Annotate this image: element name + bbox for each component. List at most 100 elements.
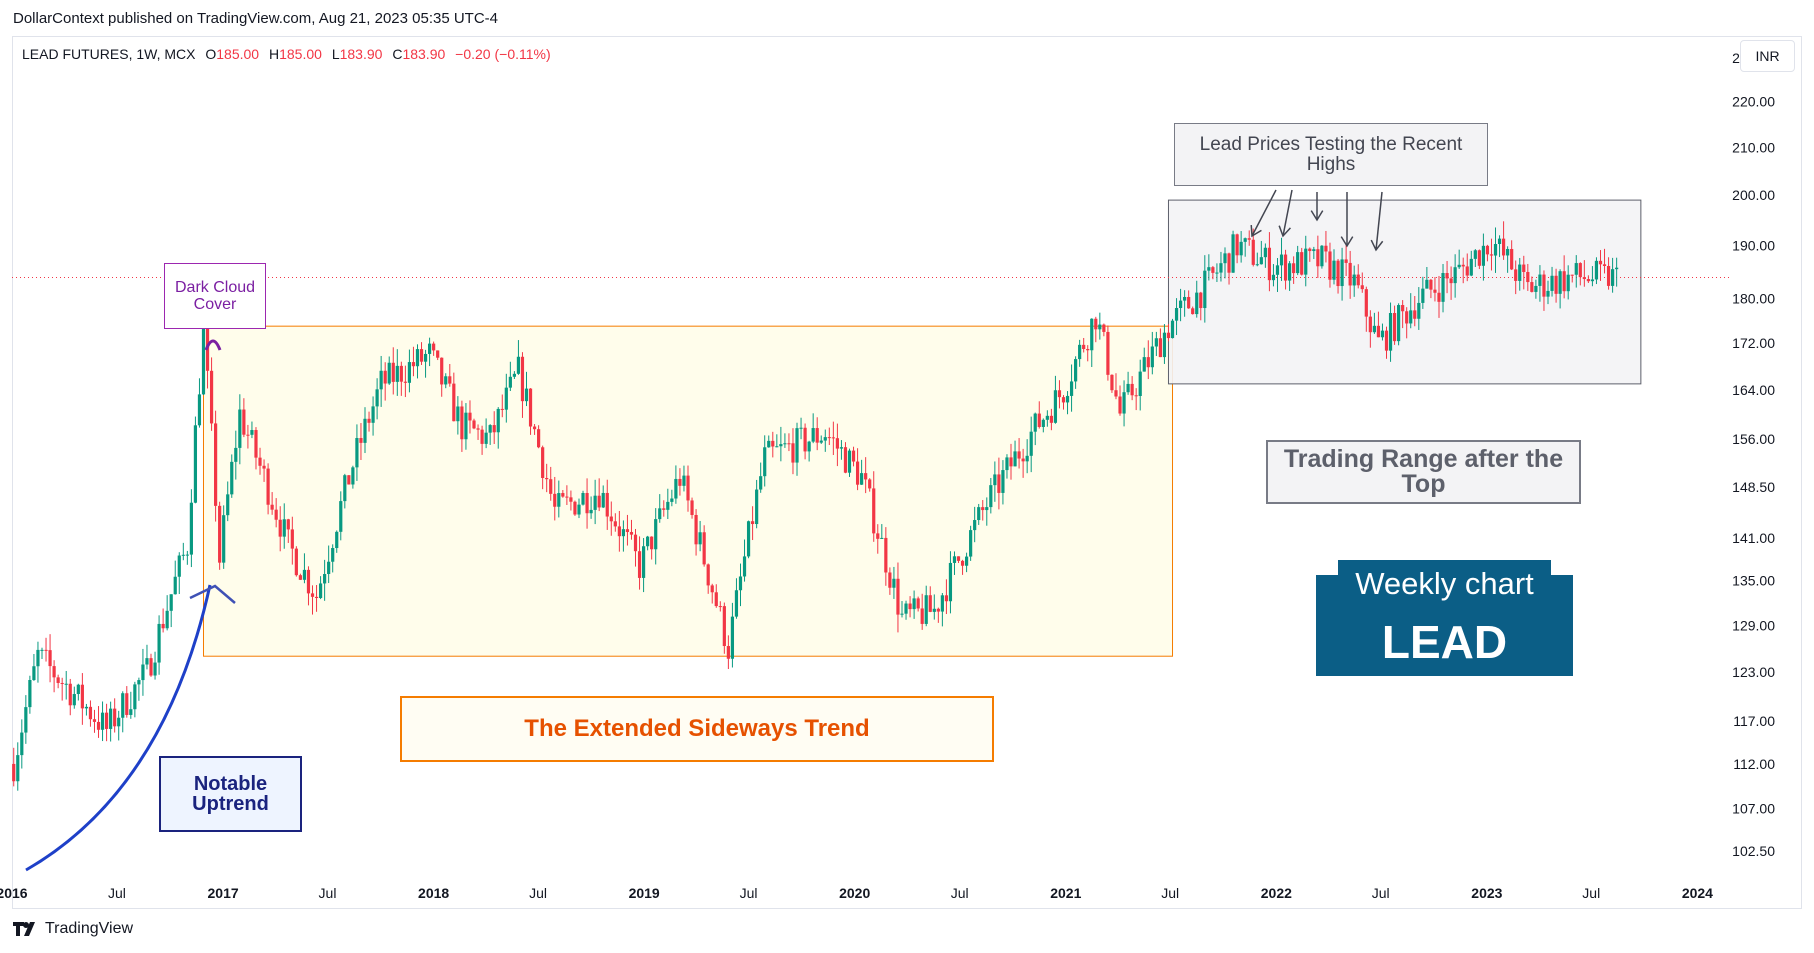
candle-body-114 (472, 420, 476, 429)
candle-body-312 (1271, 274, 1276, 281)
candle-body-178 (730, 616, 735, 659)
candle-body-75 (314, 596, 319, 599)
candle-body-29 (129, 709, 133, 715)
weekly-chart-badge: Weekly chart LEAD (1316, 560, 1573, 676)
candle-body-271 (1106, 331, 1110, 375)
lead-title-text: LEAD (1381, 616, 1508, 668)
candle-body-330 (1344, 259, 1348, 263)
candle-body-241 (985, 507, 989, 511)
candle-body-227 (928, 595, 932, 612)
candle-body-314 (1279, 254, 1284, 266)
candle-body-214 (876, 533, 880, 539)
candle-body-238 (973, 520, 977, 531)
candle-body-34 (149, 658, 153, 676)
candle-body-68 (286, 519, 290, 530)
time-tick-7: Jul (740, 885, 758, 901)
candle-body-389 (1582, 277, 1586, 280)
candle-body-141 (581, 493, 585, 505)
candle-body-294 (1199, 292, 1203, 309)
candle-body-212 (868, 479, 872, 489)
candle-body-343 (1397, 305, 1401, 342)
trading-range-label[interactable]: Trading Range after the Top (1266, 440, 1581, 504)
candle-body-369 (1501, 238, 1506, 256)
time-tick-5: Jul (529, 885, 547, 901)
candles-layer (12, 221, 1619, 791)
candle-body-383 (1558, 271, 1562, 294)
candle-body-328 (1336, 260, 1340, 287)
candle-body-119 (492, 425, 496, 433)
candle-body-201 (823, 437, 827, 441)
candle-body-373 (1518, 264, 1522, 281)
price-tick-12: 180.00 (1732, 291, 1775, 307)
candle-body-31 (137, 680, 141, 685)
tradingview-footer[interactable]: TradingView (13, 920, 133, 938)
candle-body-283 (1154, 338, 1158, 347)
candle-body-78 (327, 561, 331, 575)
candle-body-62 (262, 465, 266, 469)
candle-body-162 (666, 501, 670, 510)
candle-body-231 (944, 595, 949, 602)
candle-body-79 (331, 548, 335, 562)
candle-body-360 (1465, 266, 1469, 276)
candle-body-138 (569, 497, 573, 502)
candle-body-49 (209, 370, 214, 424)
candle-body-11 (56, 677, 60, 683)
uptrend-arrow-head (189, 584, 236, 604)
notable-uptrend-label[interactable]: Notable Uptrend (159, 756, 302, 832)
candle-body-318 (1296, 252, 1300, 274)
candle-body-223 (912, 598, 916, 610)
time-tick-6: 2019 (629, 885, 660, 901)
sideways-trend-label[interactable]: The Extended Sideways Trend (400, 696, 994, 762)
candle-body-297 (1211, 267, 1215, 273)
candle-body-67 (282, 519, 286, 537)
candle-body-324 (1320, 245, 1324, 267)
candle-body-16 (76, 684, 80, 695)
candle-body-321 (1308, 248, 1312, 252)
candle-body-396 (1611, 269, 1615, 286)
candle-body-87 (363, 418, 367, 443)
currency-button[interactable]: INR (1740, 40, 1795, 72)
candle-body-105 (436, 350, 440, 358)
candle-body-159 (654, 519, 658, 550)
candle-body-303 (1235, 234, 1239, 256)
candle-body-192 (787, 443, 791, 445)
open-label: O (205, 46, 217, 62)
candle-body-309 (1259, 257, 1263, 265)
candle-body-122 (504, 387, 508, 410)
dark-cloud-cover-label[interactable]: Dark Cloud Cover (164, 263, 266, 329)
candle-body-249 (1017, 451, 1021, 459)
candle-body-54 (230, 461, 234, 495)
candle-body-76 (318, 583, 323, 599)
candle-body-263 (1074, 359, 1078, 382)
time-tick-8: 2020 (839, 885, 870, 901)
candle-body-24 (109, 708, 113, 729)
candle-body-189 (775, 446, 779, 448)
candle-body-296 (1207, 267, 1211, 271)
candle-body-225 (920, 608, 924, 624)
candle-body-391 (1590, 279, 1595, 282)
candle-body-22 (100, 712, 105, 730)
candle-body-100 (415, 349, 420, 367)
candle-body-388 (1578, 263, 1582, 278)
candle-body-207 (847, 450, 852, 473)
candle-body-367 (1493, 243, 1498, 256)
symbol-legend[interactable]: LEAD FUTURES, 1W, MCX O185.00 H185.00 L1… (22, 46, 551, 62)
candle-body-285 (1162, 332, 1167, 358)
candle-body-377 (1534, 285, 1538, 292)
price-tick-7: 141.00 (1732, 530, 1775, 546)
testing-highs-label[interactable]: Lead Prices Testing the Recent Highs (1174, 123, 1488, 186)
candle-body-278 (1134, 395, 1138, 397)
candle-body-335 (1364, 289, 1368, 317)
price-tick-14: 200.00 (1732, 187, 1775, 203)
candle-body-126 (520, 356, 525, 402)
candle-body-168 (690, 500, 694, 515)
candle-body-262 (1069, 381, 1074, 396)
candle-body-286 (1166, 332, 1171, 339)
candle-body-30 (133, 684, 137, 710)
candle-body-266 (1086, 349, 1090, 351)
candle-body-293 (1195, 292, 1199, 315)
candle-body-41 (177, 555, 181, 577)
candle-body-348 (1417, 302, 1421, 319)
candle-body-55 (234, 447, 238, 462)
